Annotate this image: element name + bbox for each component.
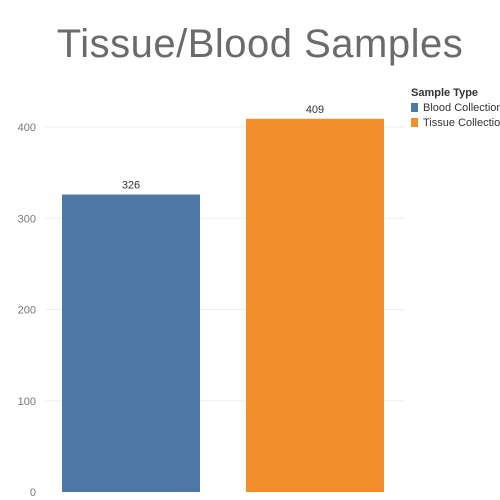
chart-title: Tissue/Blood Samples <box>56 22 464 66</box>
legend-label-tissue: Tissue Collection <box>423 117 500 129</box>
data-label-0: 326 <box>122 180 140 192</box>
bar-blood-collection <box>62 194 200 492</box>
y-tick-label-200: 200 <box>18 305 36 317</box>
legend-item-tissue: Tissue Collection <box>411 116 500 131</box>
legend-swatch-blood <box>411 103 418 112</box>
y-tick-label-300: 300 <box>18 213 36 225</box>
y-tick-label-400: 400 <box>18 122 36 134</box>
legend-swatch-tissue <box>411 118 418 127</box>
data-label-1: 409 <box>306 104 324 116</box>
y-tick-label-100: 100 <box>18 396 36 408</box>
legend-label-blood: Blood Collection <box>423 102 500 114</box>
legend: Sample Type Blood Collection Tissue Coll… <box>411 87 500 131</box>
y-tick-label-0: 0 <box>30 487 36 499</box>
legend-title: Sample Type <box>411 87 479 99</box>
legend-item-blood: Blood Collection <box>411 101 500 116</box>
bar-tissue-collection <box>246 118 384 492</box>
